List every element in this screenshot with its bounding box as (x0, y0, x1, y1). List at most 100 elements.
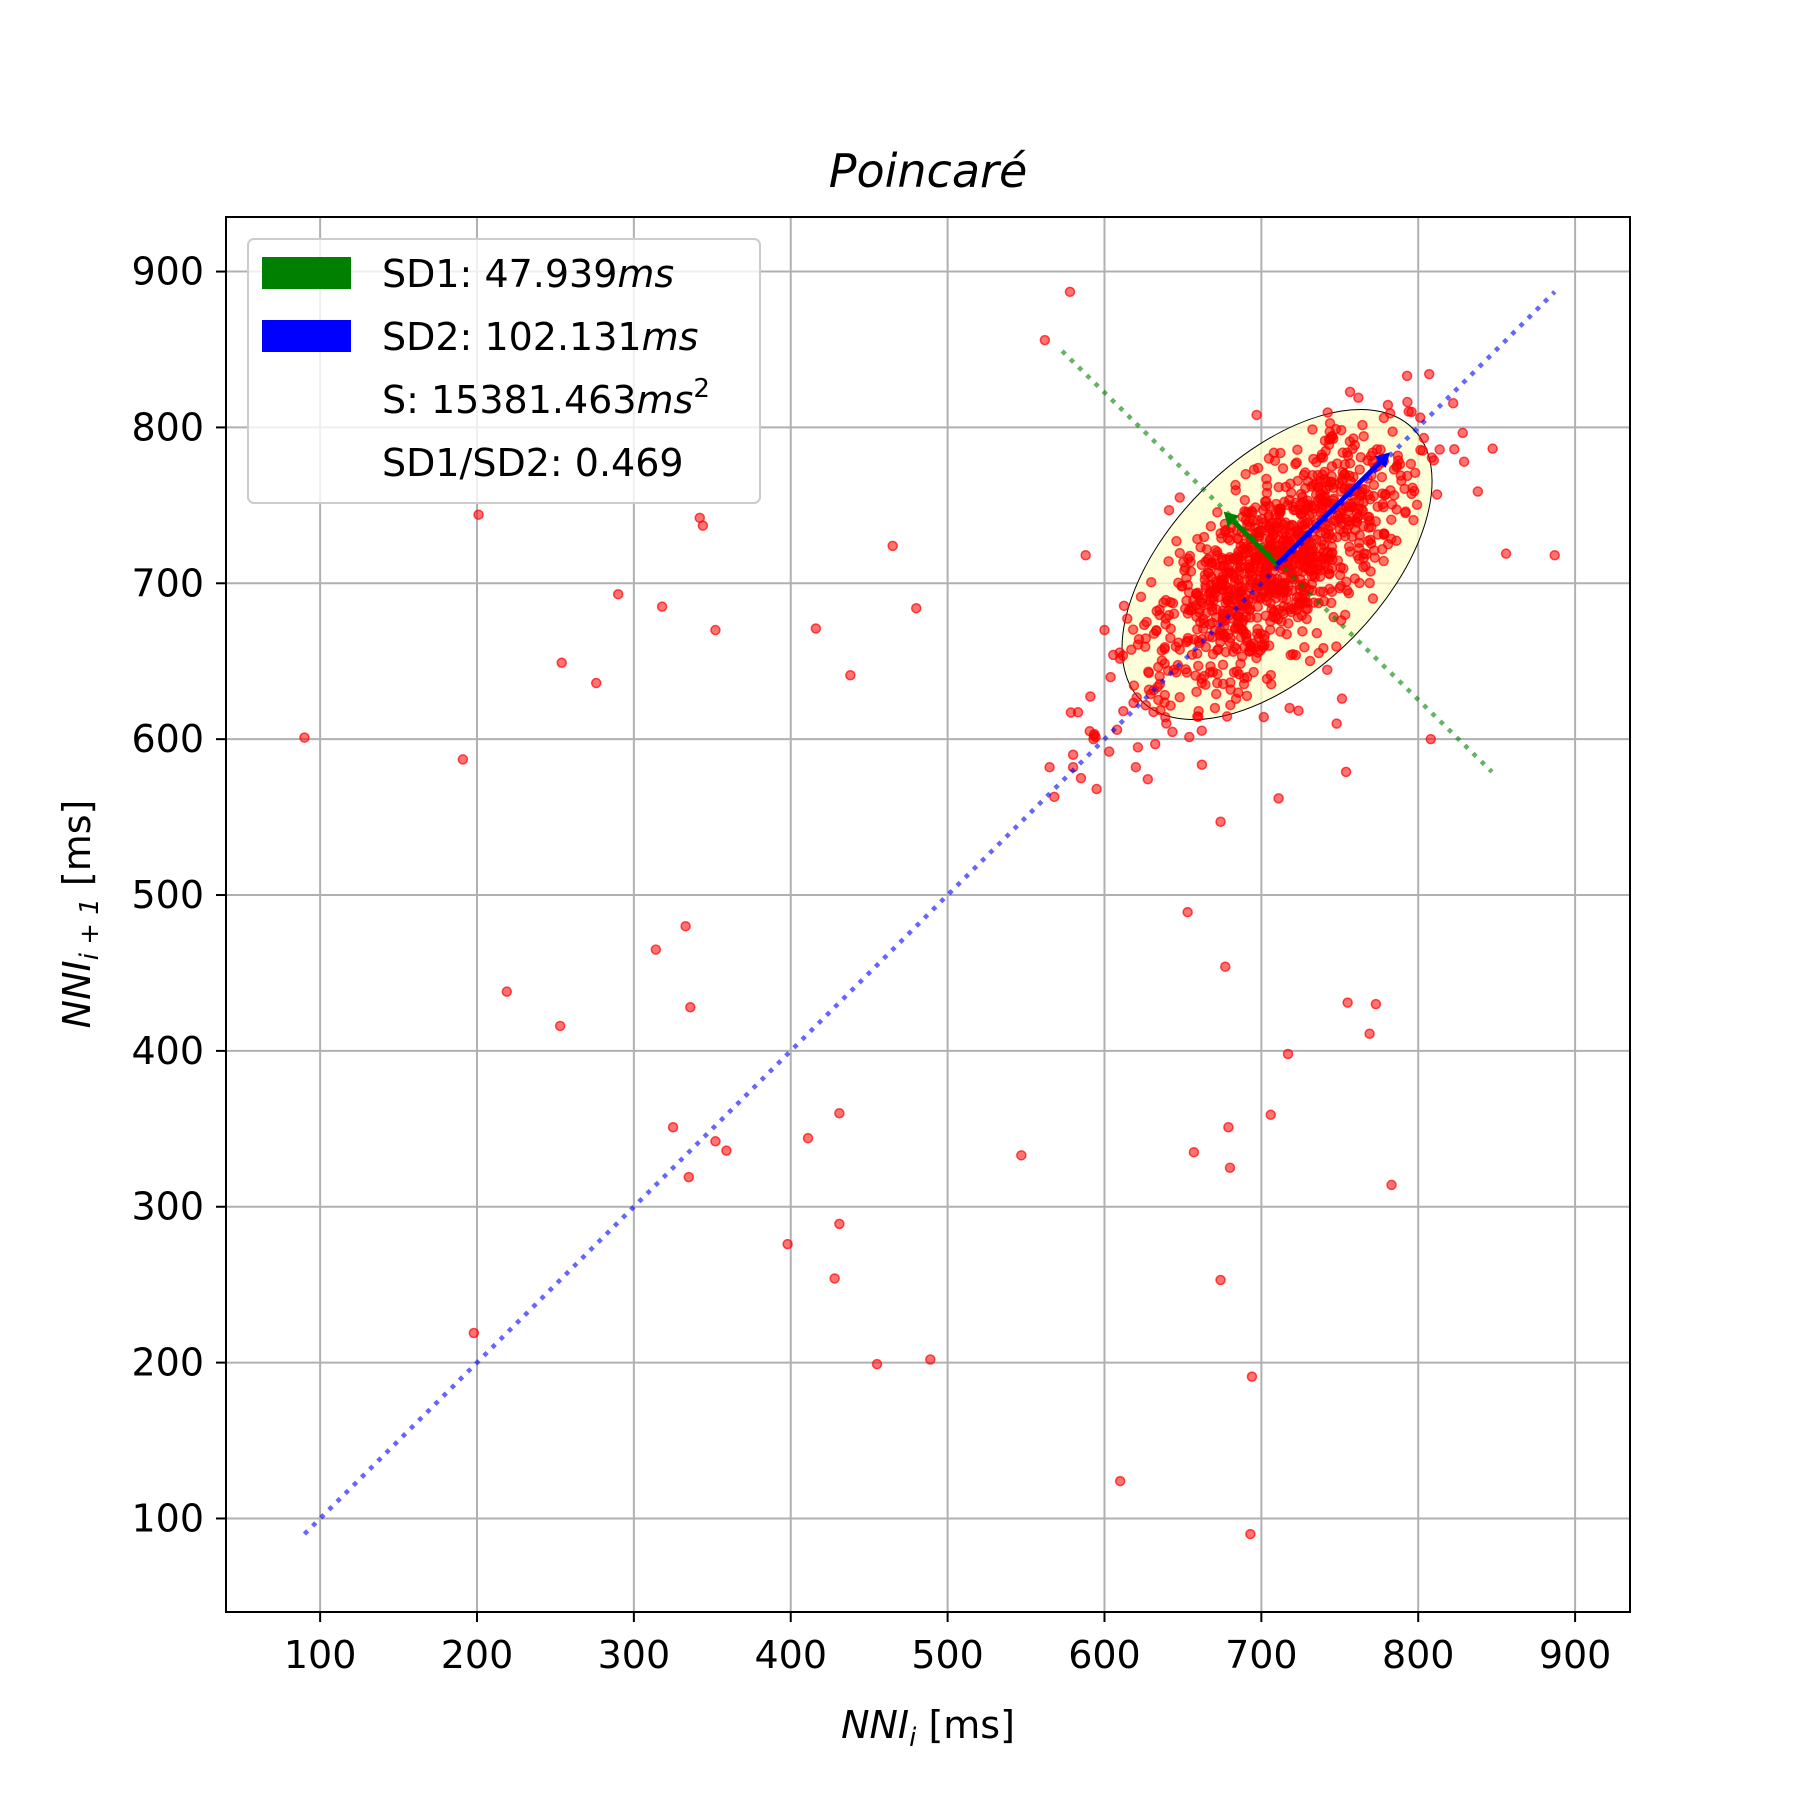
scatter-point (1365, 534, 1376, 546)
scatter-point (1368, 479, 1380, 491)
scatter-point (1401, 370, 1413, 382)
scatter-point (1425, 733, 1437, 745)
scatter-point (1233, 669, 1245, 680)
scatter-point (1391, 461, 1402, 473)
scatter-point (1240, 541, 1251, 553)
scatter-point (710, 1136, 721, 1147)
scatter-point (1266, 526, 1278, 537)
scatter-point (1272, 573, 1283, 585)
scatter-point (1103, 746, 1115, 757)
scatter-point (1344, 386, 1356, 398)
scatter-point (1364, 1028, 1375, 1039)
plot-content (299, 286, 1560, 1540)
scatter-point (1378, 528, 1390, 539)
scatter-point (1132, 742, 1144, 753)
scatter-point (1339, 459, 1351, 470)
scatter-point (1165, 596, 1176, 608)
y-tick-label: 900 (131, 250, 204, 294)
scatter-point (1549, 549, 1560, 561)
scatter-point (1288, 603, 1299, 614)
scatter-point (1216, 578, 1228, 589)
scatter-point (1269, 455, 1281, 467)
scatter-point (1282, 499, 1293, 511)
scatter-point (1263, 510, 1275, 521)
scatter-point (845, 669, 856, 681)
y-tick-label: 300 (131, 1185, 204, 1229)
scatter-point (683, 1171, 695, 1183)
y-tick-label: 500 (131, 873, 204, 917)
scatter-point (1203, 567, 1214, 579)
scatter-point (1417, 445, 1428, 456)
scatter-point (1339, 609, 1351, 621)
legend-entry-sd1: SD1: 47.939ms (382, 252, 674, 296)
scatter-point (1406, 406, 1417, 418)
x-tick-label: 400 (754, 1633, 827, 1677)
scatter-point (1235, 587, 1246, 598)
x-tick-label: 900 (1539, 1633, 1612, 1677)
scatter-point (1196, 759, 1208, 770)
scatter-point (1130, 761, 1142, 773)
scatter-point (887, 540, 898, 552)
scatter-point (1185, 556, 1196, 568)
scatter-point (1197, 597, 1208, 609)
scatter-point (1275, 506, 1286, 517)
scatter-point (1273, 793, 1284, 804)
scatter-point (1196, 725, 1208, 736)
scatter-point (1382, 538, 1394, 550)
scatter-point (1121, 613, 1133, 624)
scatter-point (721, 1145, 732, 1156)
scatter-point (1246, 1371, 1258, 1382)
scatter-point (1321, 664, 1333, 676)
scatter-point (1216, 532, 1227, 544)
scatter-point (1260, 501, 1271, 512)
legend-box (247, 238, 761, 504)
scatter-point (1163, 504, 1175, 516)
scatter-point (1358, 431, 1369, 442)
scatter-point (1299, 642, 1310, 653)
scatter-point (1322, 407, 1333, 418)
scatter-point (1088, 733, 1099, 745)
scatter-point (1161, 718, 1172, 729)
scatter-point (1127, 624, 1139, 635)
scatter-point (1265, 678, 1277, 690)
scatter-point (1350, 524, 1361, 536)
scatter-point (1323, 568, 1335, 579)
scatter-point (710, 624, 721, 636)
scatter-point (1258, 587, 1270, 599)
scatter-point (1282, 1048, 1294, 1060)
scatter-point (1105, 671, 1116, 683)
x-axis-label: NNIi [ms] (841, 1703, 1015, 1753)
scatter-point (1317, 495, 1329, 507)
scatter-point (1298, 469, 1310, 481)
arrows-layer (1223, 452, 1390, 567)
scatter-point (1411, 499, 1423, 510)
scatter-point (1281, 628, 1292, 640)
scatter-point (1270, 498, 1282, 510)
x-tick-label: 500 (911, 1633, 984, 1677)
scatter-point (1402, 396, 1413, 408)
scatter-point (1331, 641, 1342, 652)
scatter-point (1080, 549, 1091, 561)
scatter-point (1297, 626, 1308, 637)
scatter-point (1165, 632, 1176, 644)
scatter-point (1085, 691, 1096, 702)
scatter-point (1357, 419, 1368, 431)
scatter-point (501, 986, 513, 997)
scatter-point (925, 1354, 936, 1365)
scatter-point (1285, 649, 1296, 661)
scatter-point (1292, 444, 1303, 455)
scatter-point (1277, 528, 1289, 540)
scatter-point (834, 1107, 845, 1119)
scatter-point (1431, 489, 1443, 500)
scatter-point (1193, 705, 1204, 717)
scatter-point (1064, 286, 1076, 298)
scatter-point (1118, 600, 1130, 612)
scatter-point (1118, 705, 1129, 717)
scatter-point (1148, 628, 1160, 640)
scatter-point (1246, 505, 1257, 517)
scatter-point (1174, 547, 1186, 559)
scatter-point (1265, 616, 1276, 627)
scatter-point (1217, 659, 1229, 671)
scatter-point (1405, 458, 1417, 470)
